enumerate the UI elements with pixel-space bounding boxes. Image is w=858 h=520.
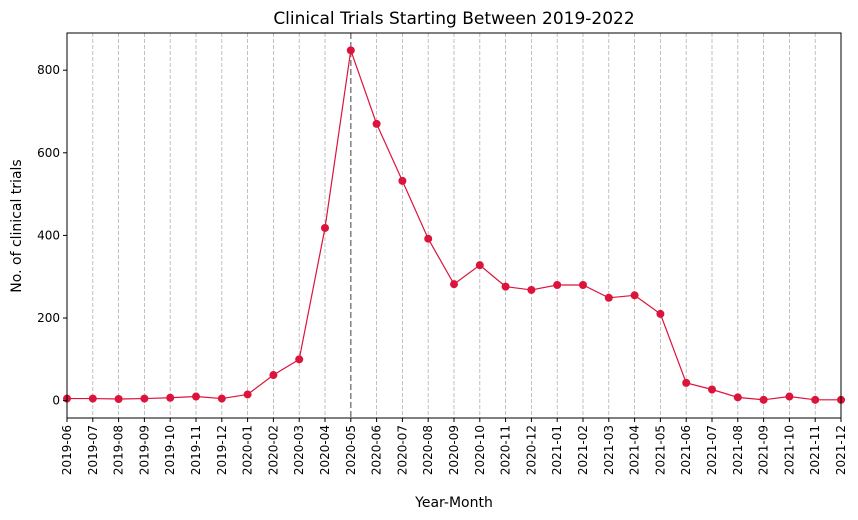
- x-tick-label: 2020-04: [318, 425, 332, 475]
- data-point: [553, 280, 562, 289]
- x-tick-label: 2020-08: [421, 425, 435, 475]
- x-tick-label: 2020-12: [524, 425, 538, 475]
- data-point: [733, 393, 742, 402]
- y-tick-label: 600: [37, 146, 60, 160]
- x-tick-label: 2021-12: [834, 425, 848, 475]
- x-tick-label: 2020-11: [499, 425, 513, 475]
- x-tick-label: 2021-03: [602, 425, 616, 475]
- data-point: [527, 285, 536, 294]
- x-tick-label: 2021-06: [679, 425, 693, 475]
- grid-layer: [66, 33, 842, 418]
- data-point: [424, 234, 433, 243]
- y-tick-label: 0: [52, 394, 60, 408]
- data-point: [243, 390, 252, 399]
- data-point: [166, 393, 175, 402]
- data-point: [708, 385, 716, 394]
- data-point: [630, 291, 639, 300]
- data-point: [88, 394, 97, 403]
- data-point: [579, 280, 587, 289]
- x-tick-label: 2021-09: [757, 425, 771, 475]
- x-tick-label: 2020-03: [292, 425, 306, 475]
- x-tick-label: 2019-11: [189, 425, 203, 475]
- data-point: [114, 394, 123, 403]
- x-tick-label: 2019-06: [60, 425, 74, 475]
- x-tick-label: 2020-06: [370, 425, 384, 475]
- data-point: [785, 392, 794, 401]
- data-point: [192, 392, 200, 401]
- data-point: [140, 394, 149, 403]
- data-point: [372, 119, 381, 128]
- x-tick-label: 2021-08: [731, 425, 745, 475]
- x-axis-label: Year-Month: [414, 495, 493, 511]
- point-layer: [63, 46, 845, 404]
- data-point: [604, 293, 613, 302]
- y-axis-label: No. of clinical trials: [9, 159, 25, 292]
- x-tick-label: 2019-08: [112, 425, 126, 475]
- x-tick-label: 2020-10: [473, 425, 487, 475]
- x-tick-label: 2020-01: [241, 425, 255, 475]
- data-point: [398, 176, 407, 185]
- data-point: [475, 261, 484, 270]
- x-tick-label: 2021-05: [653, 425, 667, 475]
- x-tick-label: 2019-12: [215, 425, 229, 475]
- data-point: [269, 371, 278, 380]
- x-tick-label: 2021-10: [782, 425, 796, 475]
- data-point: [759, 395, 768, 404]
- data-point: [682, 378, 691, 387]
- x-tick-label: 2019-10: [163, 425, 177, 475]
- x-tick-label: 2020-02: [266, 425, 280, 475]
- chart-title: Clinical Trials Starting Between 2019-20…: [273, 9, 634, 29]
- y-tick-label: 200: [37, 311, 60, 325]
- x-axis: 2019-06 2019-07 2019-08 2019-09 2019-10 2019-…: [60, 418, 848, 475]
- x-tick-label: 2021-04: [628, 425, 642, 475]
- x-tick-label: 2019-09: [137, 425, 151, 475]
- x-tick-label: 2019-07: [86, 425, 100, 475]
- x-tick-label: 2020-05: [344, 425, 358, 475]
- data-point: [346, 46, 355, 55]
- x-tick-label: 2020-09: [447, 425, 461, 475]
- data-point: [811, 395, 820, 404]
- x-tick-label: 2021-07: [705, 425, 719, 475]
- data-point: [656, 309, 665, 318]
- y-tick-label: 400: [37, 228, 60, 242]
- x-tick-label: 2021-01: [550, 425, 564, 475]
- data-point: [501, 282, 510, 291]
- x-tick-label: 2020-07: [395, 425, 409, 475]
- x-tick-label: 2021-11: [808, 425, 822, 475]
- data-point: [295, 355, 304, 364]
- y-tick-label: 800: [37, 63, 60, 77]
- data-point: [217, 394, 226, 403]
- data-point: [321, 223, 329, 232]
- x-tick-label: 2021-02: [576, 425, 590, 475]
- y-axis: 0 200 400 600 800: [37, 63, 67, 408]
- data-point: [450, 280, 458, 289]
